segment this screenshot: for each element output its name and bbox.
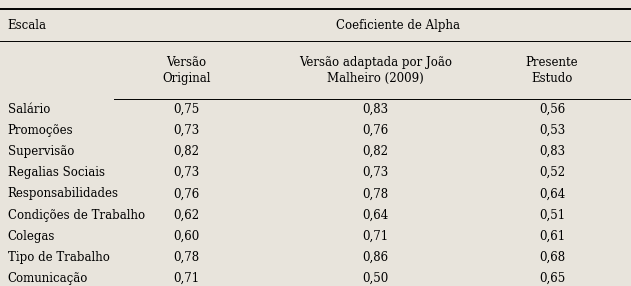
Text: 0,60: 0,60: [173, 230, 199, 243]
Text: 0,64: 0,64: [362, 208, 389, 222]
Text: 0,73: 0,73: [173, 166, 199, 179]
Text: Versão adaptada por João
Malheiro (2009): Versão adaptada por João Malheiro (2009): [299, 55, 452, 85]
Text: Supervisão: Supervisão: [8, 145, 74, 158]
Text: 0,76: 0,76: [173, 187, 199, 200]
Text: 0,52: 0,52: [539, 166, 565, 179]
Text: 0,65: 0,65: [539, 272, 565, 285]
Text: 0,82: 0,82: [173, 145, 199, 158]
Text: 0,75: 0,75: [173, 103, 199, 116]
Text: Comunicação: Comunicação: [8, 272, 88, 285]
Text: 0,82: 0,82: [362, 145, 389, 158]
Text: 0,64: 0,64: [539, 187, 565, 200]
Text: 0,73: 0,73: [362, 166, 389, 179]
Text: 0,61: 0,61: [539, 230, 565, 243]
Text: 0,50: 0,50: [362, 272, 389, 285]
Text: Promoções: Promoções: [8, 124, 73, 137]
Text: Responsabilidades: Responsabilidades: [8, 187, 119, 200]
Text: Versão
Original: Versão Original: [162, 55, 210, 85]
Text: 0,62: 0,62: [173, 208, 199, 222]
Text: 0,56: 0,56: [539, 103, 565, 116]
Text: Tipo de Trabalho: Tipo de Trabalho: [8, 251, 109, 264]
Text: 0,68: 0,68: [539, 251, 565, 264]
Text: 0,51: 0,51: [539, 208, 565, 222]
Text: 0,73: 0,73: [173, 124, 199, 137]
Text: 0,76: 0,76: [362, 124, 389, 137]
Text: Presente
Estudo: Presente Estudo: [526, 55, 579, 85]
Text: 0,78: 0,78: [173, 251, 199, 264]
Text: Coeficiente de Alpha: Coeficiente de Alpha: [336, 19, 459, 31]
Text: Salário: Salário: [8, 103, 50, 116]
Text: Colegas: Colegas: [8, 230, 55, 243]
Text: 0,83: 0,83: [539, 145, 565, 158]
Text: Condições de Trabalho: Condições de Trabalho: [8, 208, 144, 222]
Text: 0,83: 0,83: [362, 103, 389, 116]
Text: 0,71: 0,71: [173, 272, 199, 285]
Text: Escala: Escala: [8, 19, 47, 31]
Text: 0,86: 0,86: [362, 251, 389, 264]
Text: Regalias Sociais: Regalias Sociais: [8, 166, 105, 179]
Text: 0,78: 0,78: [362, 187, 389, 200]
Text: 0,71: 0,71: [362, 230, 389, 243]
Text: 0,53: 0,53: [539, 124, 565, 137]
